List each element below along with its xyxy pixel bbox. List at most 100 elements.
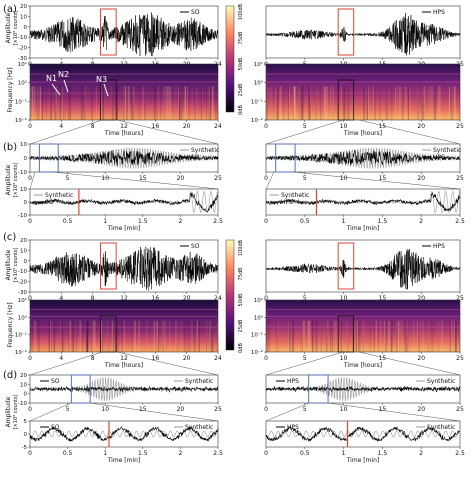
legend-label: HPS: [287, 378, 299, 385]
zoom-connector: [89, 402, 219, 422]
ylabel-amplitude-d: Amplitude: [5, 396, 12, 427]
x-tick-label: 0.5: [300, 218, 310, 225]
legend-label: SO: [51, 424, 60, 431]
observed-line: [265, 385, 461, 393]
colorbar-tick: 75dB: [238, 31, 244, 45]
x-tick-label: 10: [340, 355, 348, 362]
zoom-connector: [116, 351, 219, 376]
zoom-connector: [29, 171, 36, 190]
ylabel-amplitude-a: Amplitude: [5, 12, 12, 43]
x-tick-label: 20: [183, 123, 191, 130]
x-tick-label: 8: [91, 295, 95, 302]
plot-frame: [29, 5, 219, 59]
zoom-connector: [292, 171, 461, 190]
ylabel-amplitude-unit-a: [×10³ counts]: [13, 11, 19, 46]
x-tick-label: 0: [28, 218, 32, 225]
y-tick-label: 10⁻¹: [251, 332, 263, 339]
x-tick-label: 5: [303, 406, 307, 413]
y-tick-label: -10: [18, 401, 27, 407]
ylabel-frequency-c: Frequency [Hz]: [7, 302, 14, 347]
legend-label: SO: [45, 199, 54, 206]
colorbar-tick: 75dB: [238, 267, 244, 281]
ylabel-amplitude-b: Amplitude: [5, 164, 12, 195]
spectrogram-frame: [29, 299, 219, 353]
y-tick-label: 10⁻¹: [251, 98, 263, 105]
x-tick-label: 15: [139, 406, 147, 413]
observed-line: [29, 426, 219, 443]
legend-label: SO: [191, 243, 200, 250]
x-tick-label: 20: [177, 406, 185, 413]
x-tick-label: 0: [264, 175, 268, 182]
highlight-window: [337, 8, 355, 56]
x-tick-label: 15: [379, 175, 387, 182]
x-tick-label: 0.5: [300, 450, 310, 457]
observed-line: [265, 150, 461, 166]
colorbar-tick: 25dB: [238, 319, 244, 333]
x-tick-label: 16: [152, 295, 160, 302]
x-tick-label: 25: [456, 123, 464, 130]
y-tick-label: -30: [18, 56, 27, 62]
y-tick-label: 10: [20, 248, 27, 254]
arrow-n3: [103, 83, 109, 97]
x-tick-label: 10: [340, 406, 348, 413]
x-tick-label: 16: [152, 355, 160, 362]
subplot-d-hps: 0 5 10 15 20 25 HPS Synthetic: [264, 374, 464, 413]
y-tick-label: 10: [20, 14, 27, 20]
spectrogram-frame: [265, 299, 461, 353]
y-tick-label: 10⁰: [254, 314, 264, 321]
zoom-connector: [29, 351, 103, 376]
annotation-n2: N2: [58, 70, 69, 79]
y-tick-label: 10¹: [18, 61, 27, 68]
y-tick-label: 10: [20, 187, 27, 193]
highlight-window: [100, 8, 117, 56]
spectrogram-field: [266, 300, 460, 352]
synthetic-line: [265, 430, 461, 438]
x-tick-label: 0.5: [63, 218, 73, 225]
arrow-n2: [63, 79, 69, 93]
y-tick-label: 10⁻²: [15, 117, 27, 124]
y-tick-label: -30: [18, 290, 27, 296]
y-tick-label: 0: [24, 156, 28, 162]
x-axis-label: Time [hours]: [343, 362, 382, 369]
panel-letter-b: (b): [3, 142, 17, 153]
x-tick-label: 0: [264, 218, 268, 225]
waveform-line: [29, 12, 219, 57]
colorbar-tick: 0dB: [238, 105, 244, 115]
highlight-window: [337, 242, 355, 290]
y-tick-label: 5: [24, 419, 28, 425]
subplot-c-hps: 0 5 10 15 20 25 10¹ 10⁰ 10⁻¹ 10⁻² Time [hours]: [251, 297, 464, 369]
zoom-connector: [29, 402, 72, 422]
subplot-d-hps-zoom: 0 0.5 1 1.5 2 2.5 Time [min] HPS Synthetic: [264, 420, 465, 464]
colorbar-tick: 100dB: [238, 3, 244, 20]
x-tick-label: 0: [28, 295, 32, 302]
y-tick-label: 10⁻²: [15, 349, 27, 356]
y-tick-label: -20: [18, 280, 27, 286]
spectrogram-field: [266, 64, 460, 120]
ylabel-amplitude-c: Amplitude: [5, 249, 12, 280]
subplot-a-so: 0 4 8 12 16 20 24 10¹ 10⁰ 10⁻¹ 10⁻² Time [hours]: [15, 61, 222, 137]
y-tick-label: 0: [24, 200, 28, 206]
y-tick-label: 0: [24, 392, 28, 398]
x-tick-label: 25: [456, 295, 464, 302]
subplot-a-hps: 0 5 10 15 20 25 10¹ 10⁰ 10⁻¹ 10⁻² Time [hours]: [251, 61, 464, 137]
legend-label: HPS: [433, 243, 445, 250]
legend-label: HPS: [433, 9, 445, 16]
x-tick-label: 10: [340, 175, 348, 182]
x-tick-label: 24: [214, 123, 222, 130]
x-tick-label: 0: [264, 123, 268, 130]
y-tick-label: 10¹: [18, 297, 27, 304]
zoom-connector: [358, 119, 461, 145]
x-tick-label: 0.5: [63, 450, 73, 457]
zoom-window: [70, 374, 91, 404]
x-tick-label: 25: [214, 175, 222, 182]
x-tick-label: 24: [214, 295, 222, 302]
x-tick-label: 5: [66, 175, 70, 182]
x-tick-label: 0: [264, 295, 268, 302]
x-tick-label: 0: [28, 175, 32, 182]
legend-label: SO: [51, 378, 60, 385]
x-tick-label: 0: [28, 355, 32, 362]
